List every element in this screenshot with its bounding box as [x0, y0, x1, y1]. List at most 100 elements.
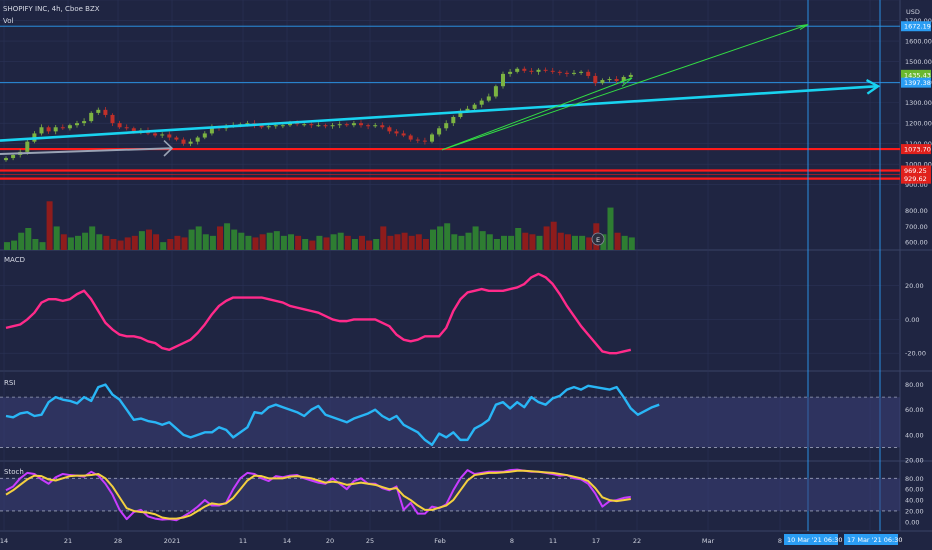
- volume-bar: [146, 229, 152, 250]
- candle-bear: [46, 127, 51, 132]
- volume-panel[interactable]: E: [4, 201, 635, 250]
- time-axis[interactable]: 142128202111142025Feb8111722Mar81710 Mar…: [0, 534, 903, 545]
- time-tick-label: 11: [239, 537, 247, 545]
- date-tag: [844, 534, 898, 545]
- time-tick-label: 11: [549, 537, 557, 545]
- price-panel[interactable]: [0, 0, 900, 531]
- volume-bar: [415, 234, 422, 250]
- stoch-tick-label: 60.00: [905, 486, 924, 494]
- volume-tick-label: 700.00: [905, 223, 928, 231]
- price-axis[interactable]: 1700.001600.001500.001400.001300.001200.…: [901, 17, 932, 526]
- volume-bar: [75, 235, 81, 250]
- volume-bar: [451, 234, 458, 250]
- volume-bar: [188, 229, 195, 250]
- volume-bar: [89, 226, 96, 250]
- rsi-tick-label: 60.00: [905, 406, 924, 414]
- candle-bull: [4, 158, 8, 161]
- volume-bar: [422, 239, 429, 250]
- candle-bull: [96, 109, 101, 113]
- candle-bull: [430, 134, 434, 142]
- price-tick-label: 1000.00: [905, 161, 932, 169]
- volume-bar: [195, 226, 202, 250]
- volume-bar: [508, 235, 515, 250]
- candle-bull: [67, 125, 72, 129]
- candle-bear: [103, 109, 108, 115]
- volume-bar: [408, 235, 415, 250]
- volume-bar: [224, 223, 231, 250]
- volume-bar: [437, 226, 444, 250]
- price-tick-label: 1200.00: [905, 120, 932, 128]
- candle-bear: [557, 71, 562, 73]
- stoch-tick-label: 0.00: [905, 518, 919, 526]
- volume-bar: [493, 239, 500, 250]
- volume-bar: [231, 229, 238, 250]
- rsi-panel[interactable]: [0, 383, 900, 448]
- volume-bar: [614, 232, 621, 250]
- price-tick-label: 1500.00: [905, 58, 932, 66]
- volume-bar: [82, 232, 89, 250]
- volume-bar: [579, 235, 586, 250]
- volume-bar: [209, 235, 216, 250]
- time-tick-label: 25: [366, 537, 374, 545]
- volume-bar: [501, 235, 507, 250]
- candle-bull: [628, 74, 633, 77]
- rsi-title: RSI: [4, 379, 15, 387]
- volume-bar: [430, 229, 436, 250]
- volume-bar: [458, 235, 465, 250]
- candle-bull: [472, 104, 477, 109]
- candle-bear: [344, 124, 349, 126]
- time-tick-label: 17: [592, 537, 600, 545]
- candle-bull: [89, 112, 94, 122]
- volume-bar: [174, 235, 181, 250]
- candle-bear: [181, 139, 186, 144]
- volume-bar: [202, 234, 209, 250]
- candle-bull: [572, 72, 576, 74]
- arrow-head-icon: [865, 79, 881, 95]
- volume-bar: [564, 234, 571, 250]
- earnings-marker-text[interactable]: E: [596, 236, 600, 244]
- price-tick-label: 1300.00: [905, 99, 932, 107]
- candle-bull: [486, 96, 491, 101]
- volume-bar: [522, 232, 529, 250]
- macd-title: MACD: [4, 256, 25, 264]
- candle-bear: [593, 75, 598, 84]
- rsi-tick-label: 40.00: [905, 431, 924, 439]
- volume-bar: [401, 232, 408, 250]
- date-tag: [784, 534, 838, 545]
- volume-bar: [46, 201, 53, 250]
- candle-bear: [153, 133, 158, 136]
- price-tick-label: 1700.00: [905, 17, 932, 25]
- stoch-panel[interactable]: [0, 468, 900, 522]
- volume-bar: [550, 221, 557, 250]
- price-tag-text: 1073.70: [904, 146, 931, 154]
- candle-bear: [394, 131, 399, 134]
- time-tick-label: 20: [326, 537, 334, 545]
- time-tick-label: 22: [633, 537, 641, 545]
- candle-bear: [422, 140, 427, 142]
- candle-bull: [273, 125, 278, 127]
- time-tick-label: 28: [114, 537, 122, 545]
- price-tag-blue: [901, 77, 931, 88]
- candle-bull: [579, 71, 584, 73]
- candle-bull: [75, 123, 79, 126]
- candle-bear: [359, 123, 363, 126]
- time-tick-label: 14: [283, 537, 291, 545]
- volume-tick-label: 600.00: [905, 239, 928, 247]
- volume-bar: [465, 232, 472, 250]
- volume-bar: [167, 239, 174, 250]
- volume-bar: [330, 234, 337, 250]
- volume-bar: [359, 235, 365, 250]
- price-tick-label: 1600.00: [905, 38, 932, 46]
- volume-bar: [515, 228, 522, 250]
- macd-tick-label: 20.00: [905, 282, 924, 290]
- volume-bar: [67, 237, 74, 250]
- candle-bull: [302, 124, 307, 126]
- volume-bar: [217, 226, 223, 250]
- volume-bar: [472, 226, 479, 250]
- macd-panel[interactable]: [5, 272, 632, 355]
- volume-bar: [344, 235, 351, 250]
- candle-bull: [53, 127, 58, 132]
- volume-bar: [366, 240, 373, 250]
- earnings-E-icon[interactable]: [591, 232, 605, 246]
